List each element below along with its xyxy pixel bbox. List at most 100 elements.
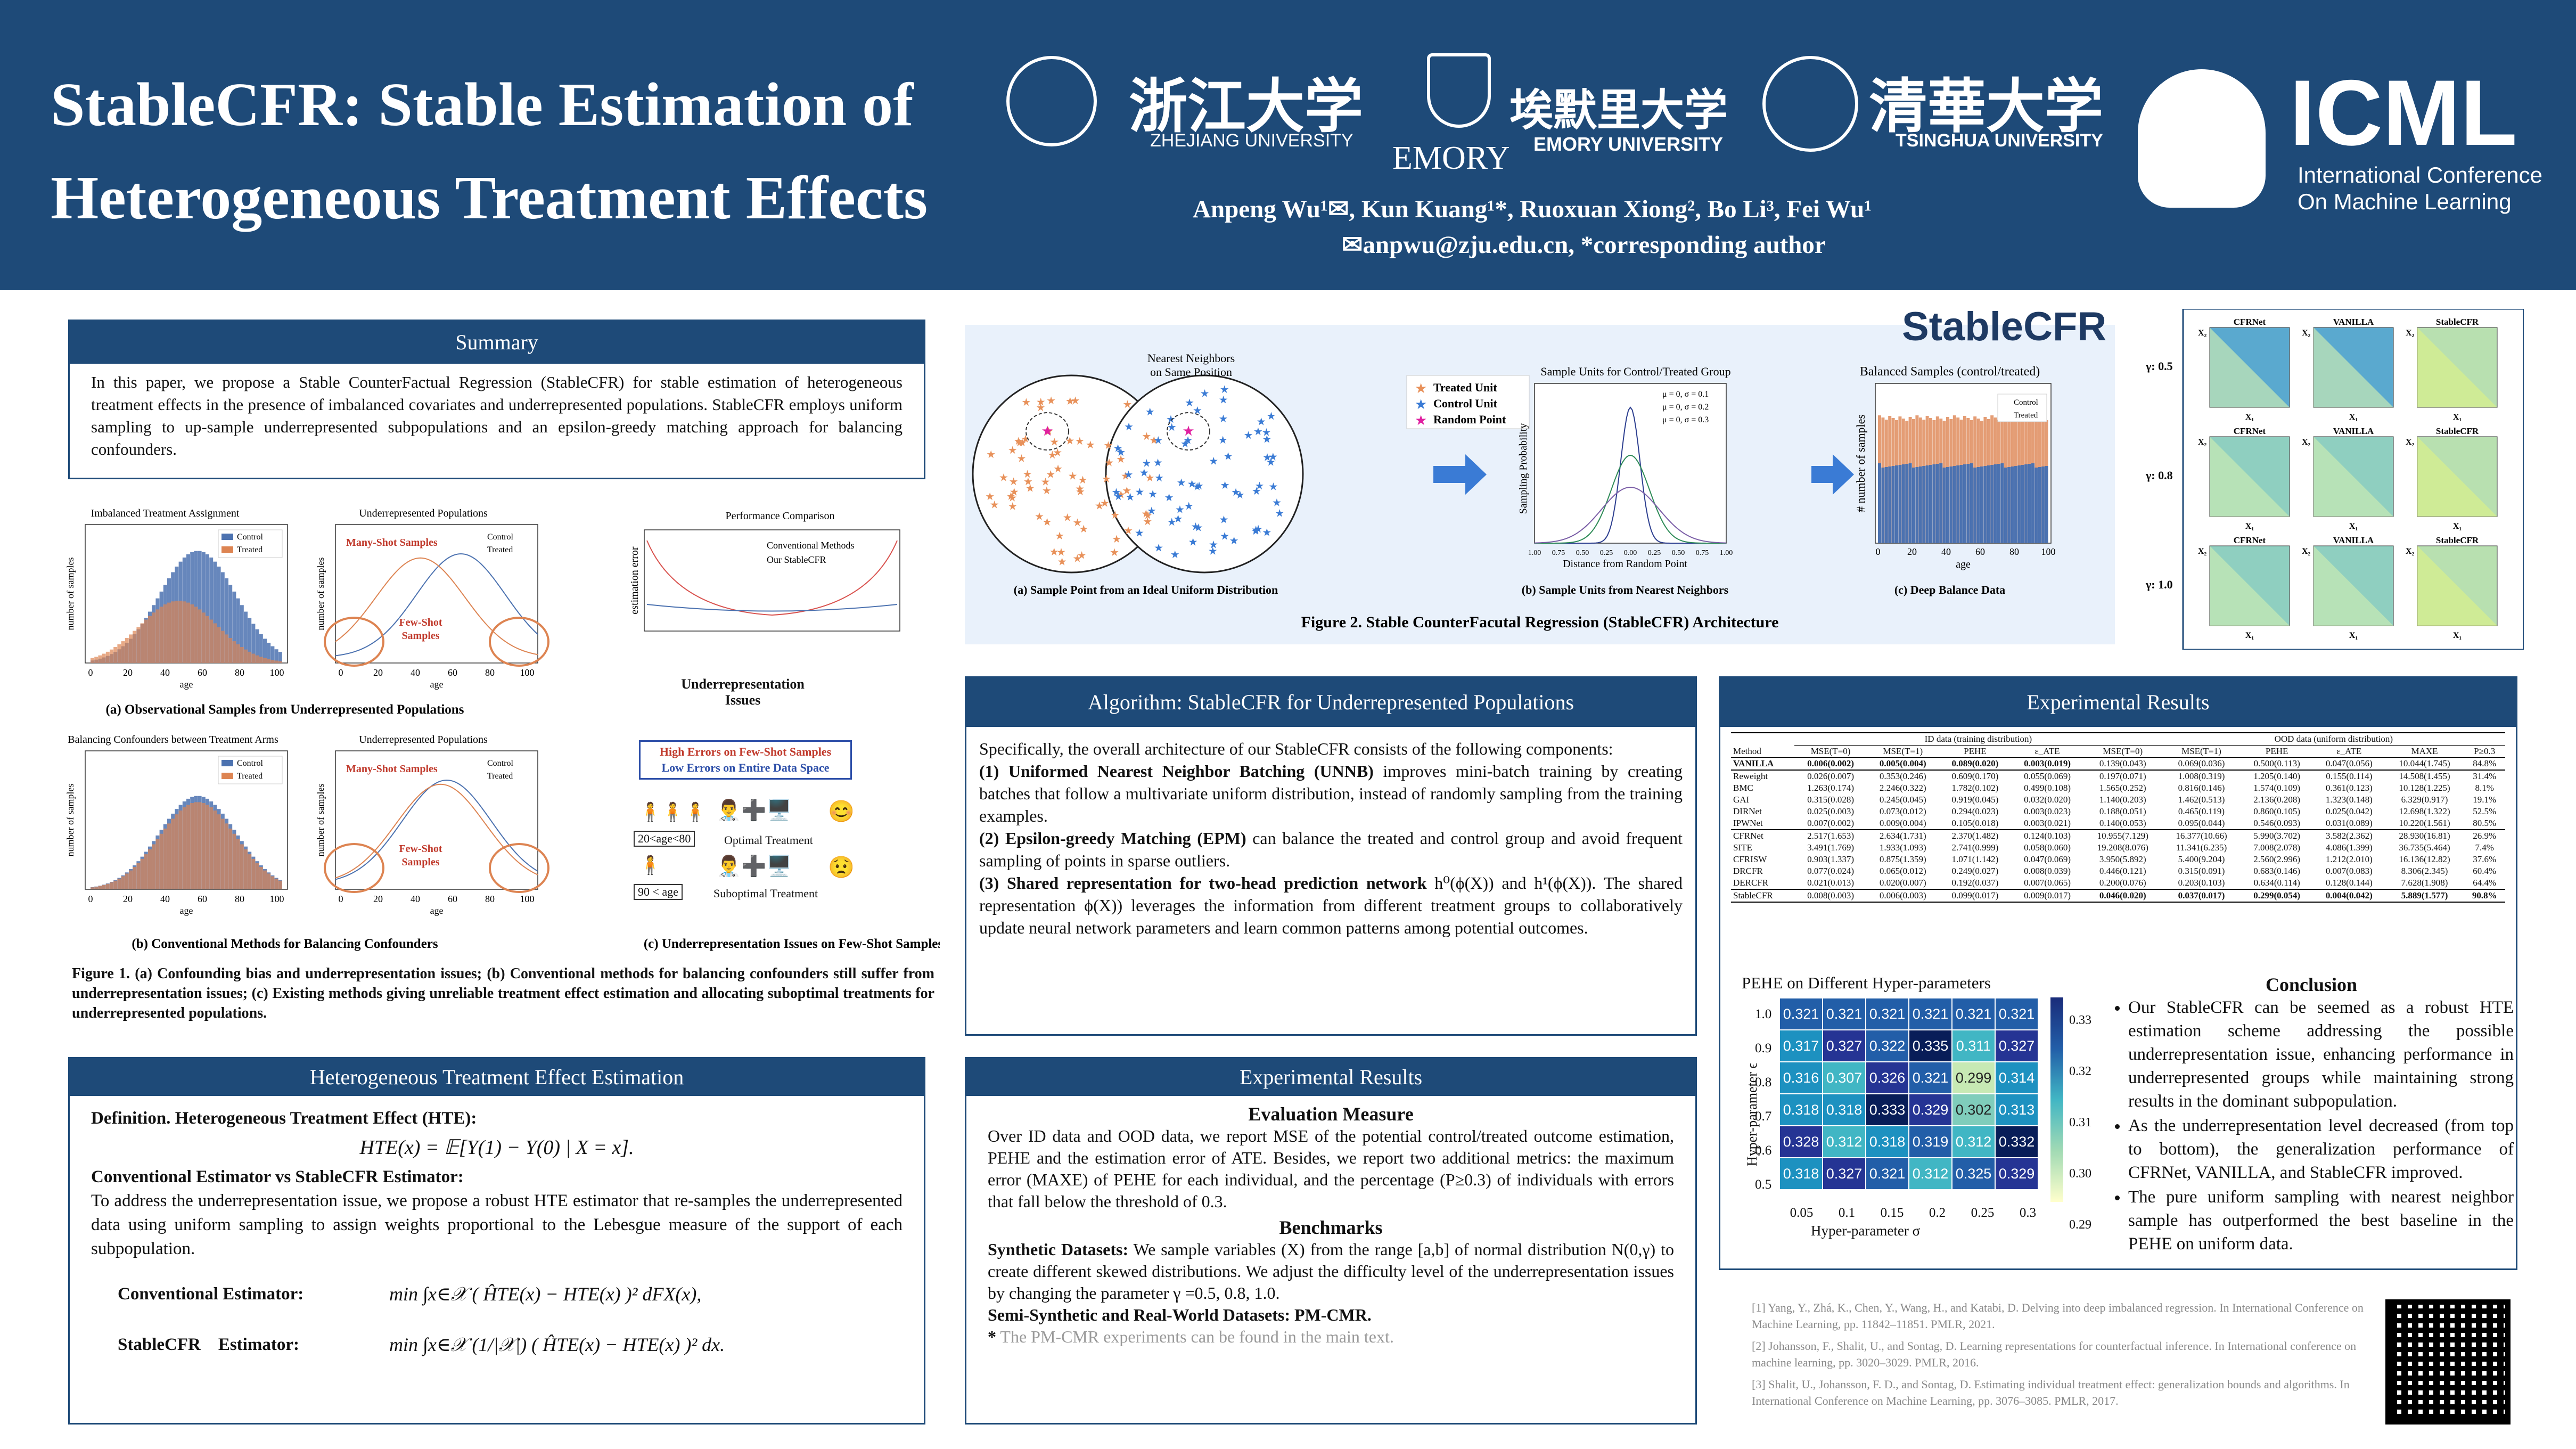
qr-code-icon[interactable] [2385, 1299, 2511, 1425]
pehe-cell: 0.335 [1908, 1029, 1952, 1062]
hist-bar-control [236, 598, 240, 663]
hist-bar-treated [274, 660, 278, 663]
treated-star: ★ [1057, 556, 1067, 568]
table-cell: 5.889(1.577) [2385, 889, 2464, 902]
balanced-bar-control [1881, 468, 1885, 543]
pehe-cell: 0.313 [1995, 1093, 2039, 1126]
table-cell: 0.315(0.091) [2178, 866, 2225, 876]
treated-star: ★ [1077, 550, 1087, 562]
hist-bar-treated [255, 863, 259, 889]
table-cell: 11.341(6.235) [2176, 842, 2227, 853]
control-circle [1105, 374, 1304, 574]
fig2-caption: Figure 2. Stable CounterFacutal Regressi… [1301, 613, 1779, 631]
x-tick: 20 [373, 894, 383, 904]
pehe-yticks: 1.0 0.9 0.8 0.7 0.6 0.5 [1755, 997, 1771, 1202]
control-star: ★ [1268, 481, 1278, 493]
random-star: ★ [1041, 423, 1053, 439]
hte-def-title: Definition. Heterogeneous Treatment Effe… [91, 1109, 477, 1128]
hist-bar-treated [220, 631, 225, 663]
hist-bar-treated [198, 802, 202, 889]
table-cell: 8.1% [2475, 783, 2494, 793]
reference-item: [2] Johansson, F., Shalit, U., and Sonta… [1752, 1339, 2357, 1369]
table-cell: 6.329(0.917) [2401, 795, 2448, 805]
pehe-cell: 0.332 [1995, 1125, 2039, 1158]
x-tick: 100 [520, 667, 535, 678]
legend-control: Control [487, 759, 513, 768]
pehe-cell: 0.327 [1822, 1157, 1866, 1190]
hist-bar-treated [190, 604, 194, 663]
tsinghua-name-cn: 清華大学 [1869, 72, 2103, 141]
hist-bar-control [198, 551, 202, 663]
x1-label: X₁ [2245, 631, 2254, 640]
table-cell: 0.353(0.246) [1866, 769, 1939, 782]
table-cell: 16.377(10.66) [2162, 829, 2241, 842]
table-cell: 52.5% [2473, 806, 2497, 816]
exp-right-heading: Experimental Results [1720, 678, 2516, 727]
hist-bar-treated [201, 612, 206, 663]
hist-bar-treated [144, 854, 148, 889]
treated-star: ★ [1008, 445, 1018, 456]
conventional-curve [646, 540, 898, 616]
hist-bar-control [209, 557, 214, 663]
table-group-id: ID data (training distribution) [1794, 733, 2162, 746]
table-cell: 1.574(0.109) [2253, 783, 2301, 793]
hist-bar-treated [113, 647, 118, 663]
table-row: BMC 1.263(0.174) 2.246(0.322) 1.782(0.102) 0… [1731, 782, 2505, 794]
contact-email[interactable]: ✉anpwu@zju.edu.cn, *corresponding author [1342, 231, 1826, 259]
table-cell: 0.073(0.012) [1879, 806, 1926, 816]
icml-subtitle-2: On Machine Learning [2298, 189, 2512, 214]
balanced-bar-control [1898, 465, 1902, 543]
legend-treated: Treated [2014, 411, 2038, 420]
table-header-cell: PEHE [2265, 746, 2288, 756]
treated-star: ★ [1055, 530, 1064, 542]
table-cell: 0.197(0.071) [2083, 769, 2162, 782]
hist-bar-control [240, 605, 244, 663]
balanced-bar-control [1884, 467, 1888, 543]
control-star: ★ [1262, 434, 1271, 446]
conclusion-block: Conclusion Our StableCFR can be seemed a… [2109, 973, 2514, 1257]
table-cell: 0.294(0.023) [1951, 806, 1999, 816]
table-cell: 0.021(0.013) [1807, 878, 1854, 888]
hist-bar-treated [209, 807, 214, 889]
x1-label: X₁ [2349, 413, 2358, 422]
hist-bar-treated [133, 867, 137, 889]
control-star: ★ [1231, 487, 1241, 498]
table-cell: 0.032(0.020) [2024, 795, 2071, 805]
pehe-cell: 0.322 [1865, 1029, 1909, 1062]
balanced-bar-control [1878, 463, 1881, 543]
references: [1] Yang, Y., Zhá, K., Chen, Y., Wang, H… [1752, 1299, 2364, 1414]
conv-estimator-label: Conventional Estimator: [118, 1284, 304, 1304]
table-cell: 0.007(0.083) [2325, 866, 2373, 876]
x-tick: 60 [448, 894, 457, 904]
conclusion-item: As the underrepresentation level decreas… [2128, 1114, 2514, 1184]
table-cell: 64.4% [2473, 878, 2497, 888]
treated-star: ★ [1104, 457, 1114, 469]
table-cell: 0.007(0.065) [2024, 878, 2071, 888]
table-cell: 2.517(1.653) [1794, 829, 1867, 842]
treated-star: ★ [1007, 492, 1017, 504]
table-header-cell: P≥0.3 [2474, 746, 2496, 756]
treated-star: ★ [1036, 397, 1046, 408]
table-header-cell: MSE(T=0) [2103, 746, 2143, 756]
x-tick: 80 [235, 894, 244, 904]
treated-star: ★ [1100, 498, 1110, 510]
treated-star: ★ [1018, 437, 1027, 449]
control-star: ★ [1229, 535, 1239, 547]
hte-conv-text: To address the underrepresentation issue… [91, 1191, 903, 1258]
control-star: ★ [1218, 435, 1228, 446]
pehe-cell: 0.327 [1822, 1029, 1866, 1062]
table-cell: 0.055(0.069) [2011, 769, 2083, 782]
table-cell: 0.077(0.024) [1807, 866, 1854, 876]
treated-star: ★ [1068, 470, 1078, 482]
hist-bar-treated [190, 803, 194, 889]
legend-control: Control [487, 533, 513, 542]
y-label: number of samples [65, 784, 76, 857]
control-star: ★ [1208, 545, 1218, 557]
treated-star: ★ [1063, 512, 1072, 523]
balanced-bar-control [1970, 463, 1973, 543]
table-cell: 36.735(5.464) [2399, 842, 2450, 853]
treated-star: ★ [1149, 435, 1159, 446]
hte-def-formula: HTE(x) = 𝔼[Y(1) − Y(0) | X = x]. [359, 1136, 634, 1159]
x-tick: 0 [88, 894, 93, 904]
pehe-xtick: 0.15 [1880, 1206, 1904, 1220]
